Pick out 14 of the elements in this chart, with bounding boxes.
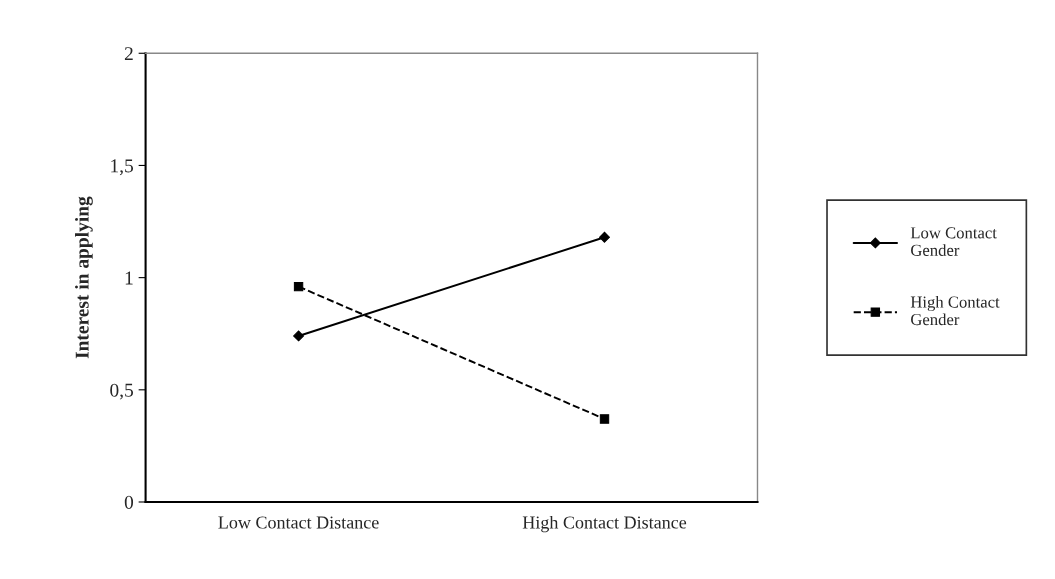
y-axis-title: Interest in applying xyxy=(75,196,93,359)
x-tick-label: Low Contact Distance xyxy=(218,516,379,529)
y-tick-label: 0 xyxy=(124,495,134,509)
point xyxy=(599,414,610,424)
legend-label: High Contact Gender xyxy=(910,295,1000,326)
y-tick-label: 1,5 xyxy=(111,159,134,176)
point xyxy=(293,281,304,292)
point xyxy=(293,330,304,342)
y-tick-label: 2 xyxy=(124,47,133,61)
point xyxy=(599,231,610,243)
y-tick-label: 1 xyxy=(125,271,133,285)
legend-label: Low Contact Gender xyxy=(910,227,997,256)
y-tick-label: 0,5 xyxy=(110,383,134,400)
x-tick-label: High Contact Distance xyxy=(522,515,687,533)
